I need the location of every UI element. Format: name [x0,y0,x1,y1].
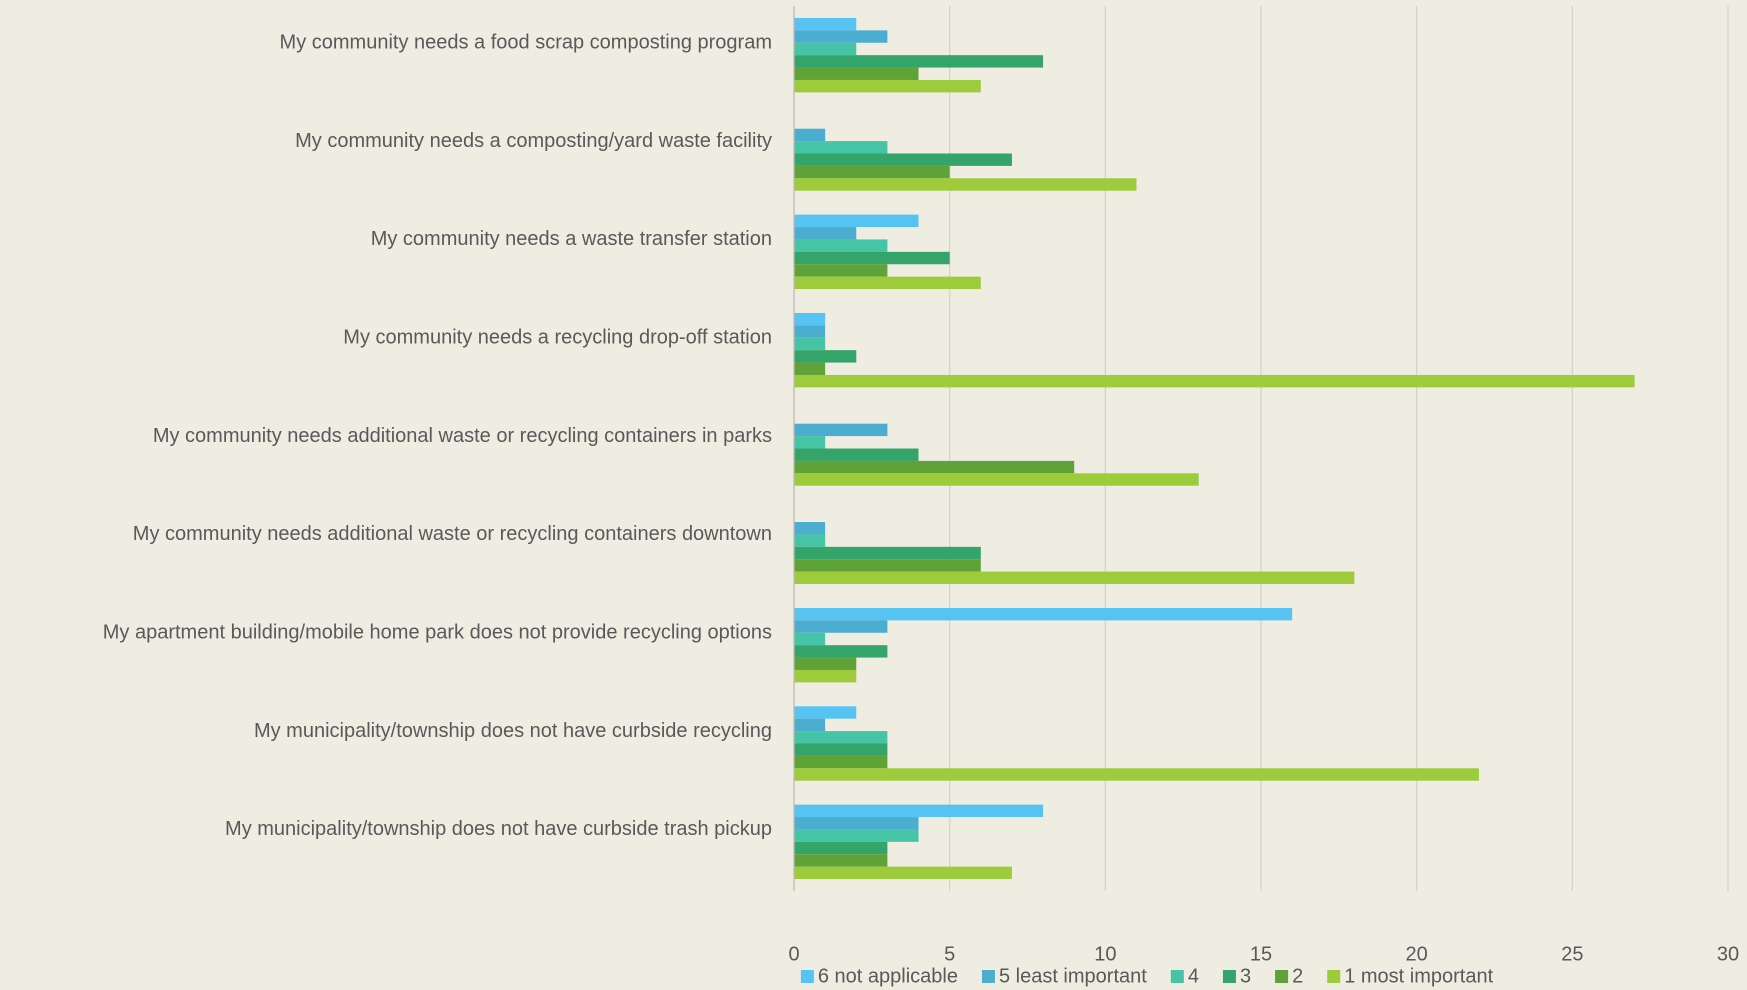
bar [794,841,888,855]
bar [794,522,826,535]
bar [794,141,888,154]
legend-label: 2 [1292,965,1303,987]
bar [794,30,888,43]
bar [794,312,826,326]
legend-swatch [1327,970,1341,983]
legend-label: 4 [1188,965,1199,987]
legend-label: 1 most important [1344,965,1493,987]
y-tick-label: My municipality/township does not have c… [225,818,772,840]
bar [794,436,826,449]
bar [794,128,826,142]
bar [794,239,888,252]
y-tick-label: My community needs a waste transfer stat… [371,228,772,250]
bar [794,559,981,572]
bar [794,817,919,830]
bar [794,178,1137,191]
bar [794,423,888,437]
bar [794,165,950,179]
bar [794,866,1012,880]
bar [794,17,857,31]
bar [794,251,950,265]
y-tick-label: My municipality/township does not have c… [254,720,772,742]
bar [794,669,857,683]
bar [794,448,919,461]
bar [794,718,826,732]
bar [794,645,888,658]
bar [794,362,826,375]
y-tick-label: My community needs a recycling drop-off … [343,326,772,348]
y-tick-label: My apartment building/mobile home park d… [103,621,772,643]
legend-label: 5 least important [999,965,1147,987]
x-tick-label: 5 [944,943,955,965]
y-tick-label: My community needs a composting/yard was… [295,130,772,152]
bar [794,276,981,290]
bar [794,337,826,351]
bar [794,214,919,228]
bar [794,534,826,547]
bar [794,473,1199,486]
y-tick-label: My community needs additional waste or r… [153,425,772,447]
bar [794,153,1012,166]
bar [794,731,888,744]
bar [794,460,1075,474]
bar [794,854,888,867]
legend-label: 3 [1240,965,1251,987]
bar [794,79,981,93]
bar [794,755,888,769]
bar [794,620,888,633]
bar [794,325,826,338]
bar [794,374,1635,388]
legend-swatch [1222,970,1236,983]
legend-label: 6 not applicable [818,965,958,987]
bar [794,804,1044,818]
bar [794,632,826,646]
bar [794,67,919,80]
bar [794,42,857,56]
legend-swatch [981,970,995,983]
bar [794,264,888,277]
x-tick-label: 25 [1561,943,1583,965]
bar [794,657,857,670]
x-tick-label: 15 [1250,943,1272,965]
legend-swatch [1275,970,1289,983]
bar [794,55,1044,68]
bar [794,706,857,719]
y-tick-label: My community needs additional waste or r… [133,523,772,545]
legend-swatch [800,970,814,983]
bar [794,743,888,756]
bar [794,227,857,240]
y-tick-label: My community needs a food scrap composti… [280,31,772,53]
bar [794,829,919,842]
x-tick-label: 20 [1406,943,1428,965]
bar [794,607,1293,621]
bar [794,546,981,560]
legend-swatch [1170,970,1184,983]
bar [794,571,1355,585]
x-tick-label: 10 [1094,943,1116,965]
bar [794,350,857,363]
x-tick-label: 0 [788,943,799,965]
x-tick-label: 30 [1717,943,1739,965]
bar [794,768,1479,781]
